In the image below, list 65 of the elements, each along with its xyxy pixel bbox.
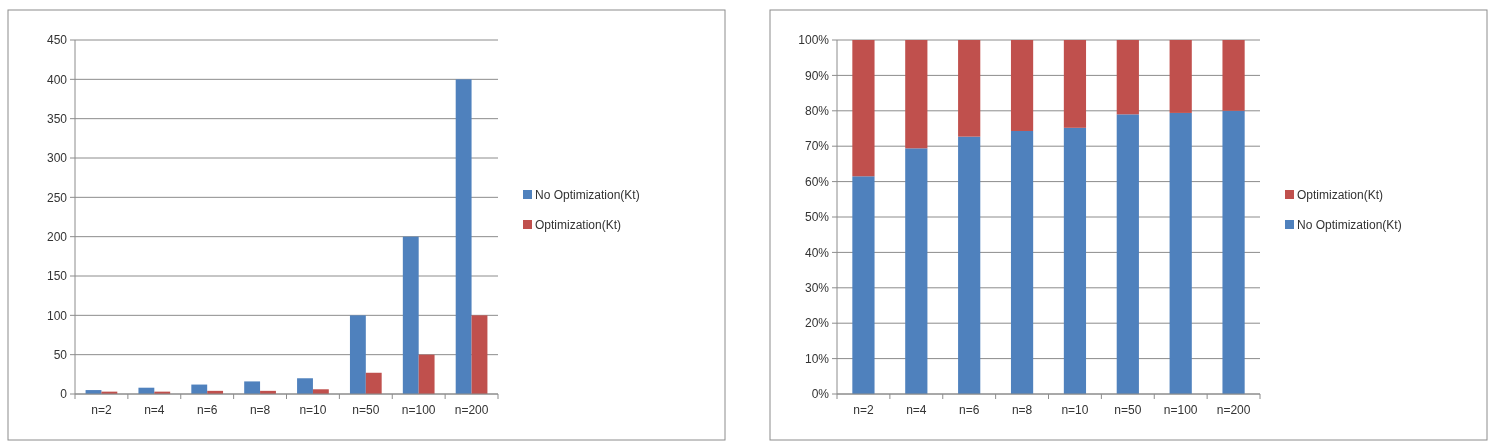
- bar: [1010, 40, 1034, 131]
- bar: [1010, 130, 1034, 394]
- bar: [905, 148, 928, 394]
- bar: [1222, 110, 1245, 394]
- y-tick-label: 90%: [804, 68, 830, 83]
- y-tick-label: 50%: [804, 210, 830, 225]
- x-tick-label: n=6: [959, 403, 980, 417]
- x-tick-label: n=200: [1216, 403, 1251, 417]
- bar: [244, 381, 261, 394]
- legend-label: Optimization(Kt): [1297, 188, 1384, 203]
- x-tick-label: n=6: [197, 403, 218, 417]
- y-tick-label: 70%: [804, 139, 830, 154]
- y-tick-label: 100: [46, 308, 68, 323]
- bar: [958, 136, 981, 394]
- bar: [1063, 127, 1087, 394]
- bar: [418, 354, 435, 394]
- y-tick-label: 30%: [804, 281, 830, 295]
- x-tick-label: n=8: [1011, 403, 1033, 417]
- y-tick-label: 0%: [811, 387, 830, 402]
- bar: [455, 79, 472, 394]
- x-tick-label: n=4: [144, 403, 165, 417]
- x-tick-label: n=50: [352, 403, 380, 417]
- y-tick-label: 150: [46, 269, 68, 284]
- x-tick-label: n=10: [1061, 403, 1089, 417]
- bar: [852, 176, 875, 394]
- x-tick-label: n=10: [299, 403, 327, 417]
- x-tick-label: n=50: [1114, 403, 1142, 417]
- bar: [402, 236, 419, 394]
- y-tick-label: 100%: [798, 33, 830, 48]
- y-tick-label: 400: [46, 72, 68, 87]
- bar: [1116, 40, 1139, 115]
- y-tick-label: 250: [46, 190, 68, 205]
- bar: [297, 378, 313, 394]
- y-tick-label: 300: [46, 151, 68, 166]
- bar: [1169, 112, 1192, 394]
- y-tick-label: 40%: [804, 245, 830, 260]
- y-tick-label: 0: [60, 387, 68, 402]
- bar: [852, 40, 875, 177]
- x-tick-label: n=100: [401, 403, 436, 417]
- y-tick-label: 10%: [804, 351, 830, 366]
- bar: [1169, 40, 1192, 113]
- bar: [1222, 40, 1245, 111]
- legend-label: Optimization(Kt): [535, 218, 622, 233]
- bar: [349, 315, 366, 394]
- bar: [471, 315, 488, 394]
- x-tick-label: n=100: [1163, 403, 1198, 417]
- x-tick-label: n=2: [91, 403, 112, 417]
- x-tick-label: n=8: [249, 403, 271, 417]
- x-tick-label: n=4: [906, 403, 927, 417]
- y-tick-label: 60%: [804, 174, 830, 189]
- legend-label: No Optimization(Kt): [1297, 218, 1402, 233]
- y-tick-label: 450: [46, 33, 68, 48]
- legend-label: No Optimization(Kt): [535, 188, 640, 203]
- y-tick-label: 20%: [804, 316, 830, 331]
- y-tick-label: 80%: [804, 104, 830, 118]
- bar: [905, 40, 928, 149]
- x-tick-label: n=200: [454, 403, 489, 417]
- bar: [1116, 114, 1139, 394]
- y-tick-label: 350: [46, 111, 68, 126]
- y-tick-label: 200: [46, 229, 68, 244]
- x-tick-label: n=2: [853, 403, 874, 417]
- bar: [958, 40, 981, 137]
- bar: [365, 372, 382, 394]
- y-tick-label: 50: [53, 347, 68, 362]
- bar: [1063, 40, 1087, 128]
